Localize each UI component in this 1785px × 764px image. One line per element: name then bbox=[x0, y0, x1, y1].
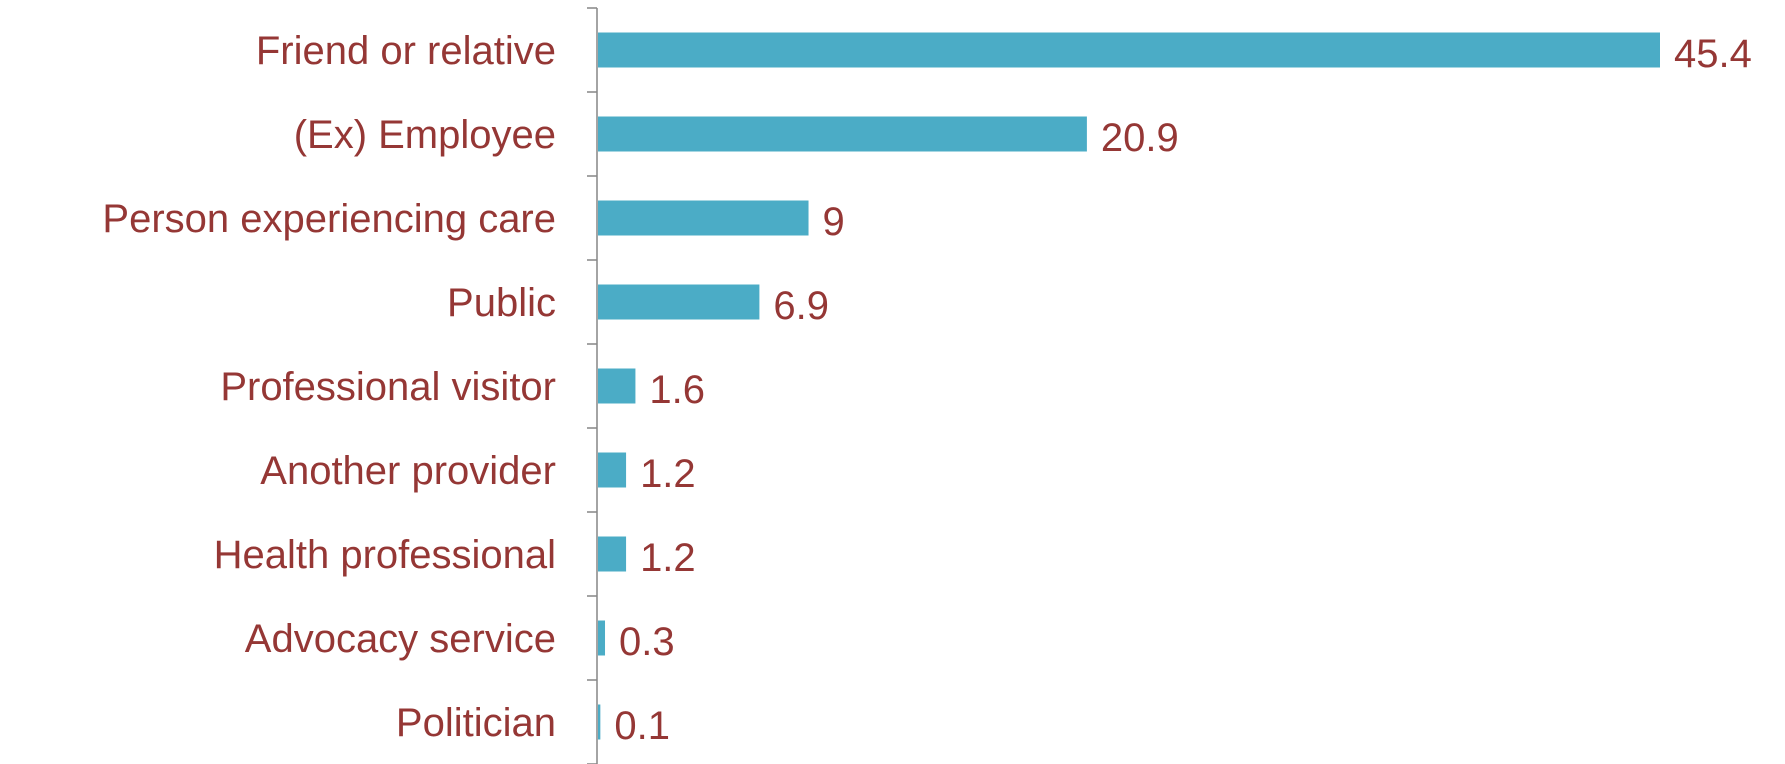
value-label-professional-visitor: 1.6 bbox=[649, 368, 705, 412]
bar-politician bbox=[598, 704, 601, 740]
category-label-health-professional: Health professional bbox=[214, 533, 556, 577]
value-label-public: 6.9 bbox=[773, 284, 829, 328]
category-label-advocacy-service: Advocacy service bbox=[245, 617, 556, 661]
value-label-advocacy-service: 0.3 bbox=[619, 620, 675, 664]
value-label-friend-or-relative: 45.4 bbox=[1674, 32, 1752, 76]
category-label-ex-employee: (Ex) Employee bbox=[294, 113, 556, 157]
bar-another-provider bbox=[598, 452, 627, 488]
category-label-person-experiencing-care: Person experiencing care bbox=[102, 197, 556, 241]
category-axis bbox=[587, 7, 598, 764]
category-label-professional-visitor: Professional visitor bbox=[220, 365, 556, 409]
value-label-another-provider: 1.2 bbox=[640, 452, 696, 496]
category-label-politician: Politician bbox=[396, 701, 556, 745]
bar-advocacy-service bbox=[598, 620, 606, 656]
value-label-ex-employee: 20.9 bbox=[1101, 116, 1179, 160]
bar-public bbox=[598, 284, 760, 320]
labels-layer: Friend or relative 45.4 (Ex) Employee 20.9 P… bbox=[102, 29, 1751, 748]
bar-professional-visitor bbox=[598, 368, 636, 404]
bars-layer bbox=[598, 32, 1660, 740]
bar-health-professional bbox=[598, 536, 627, 572]
bar-person-experiencing-care bbox=[598, 200, 809, 236]
value-label-health-professional: 1.2 bbox=[640, 536, 696, 580]
bar-friend-or-relative bbox=[598, 32, 1660, 68]
value-label-politician: 0.1 bbox=[614, 704, 670, 748]
bar-ex-employee bbox=[598, 116, 1087, 152]
value-label-person-experiencing-care: 9 bbox=[823, 200, 845, 244]
category-label-public: Public bbox=[447, 281, 556, 325]
category-label-another-provider: Another provider bbox=[260, 449, 556, 493]
category-label-friend-or-relative: Friend or relative bbox=[256, 29, 556, 73]
